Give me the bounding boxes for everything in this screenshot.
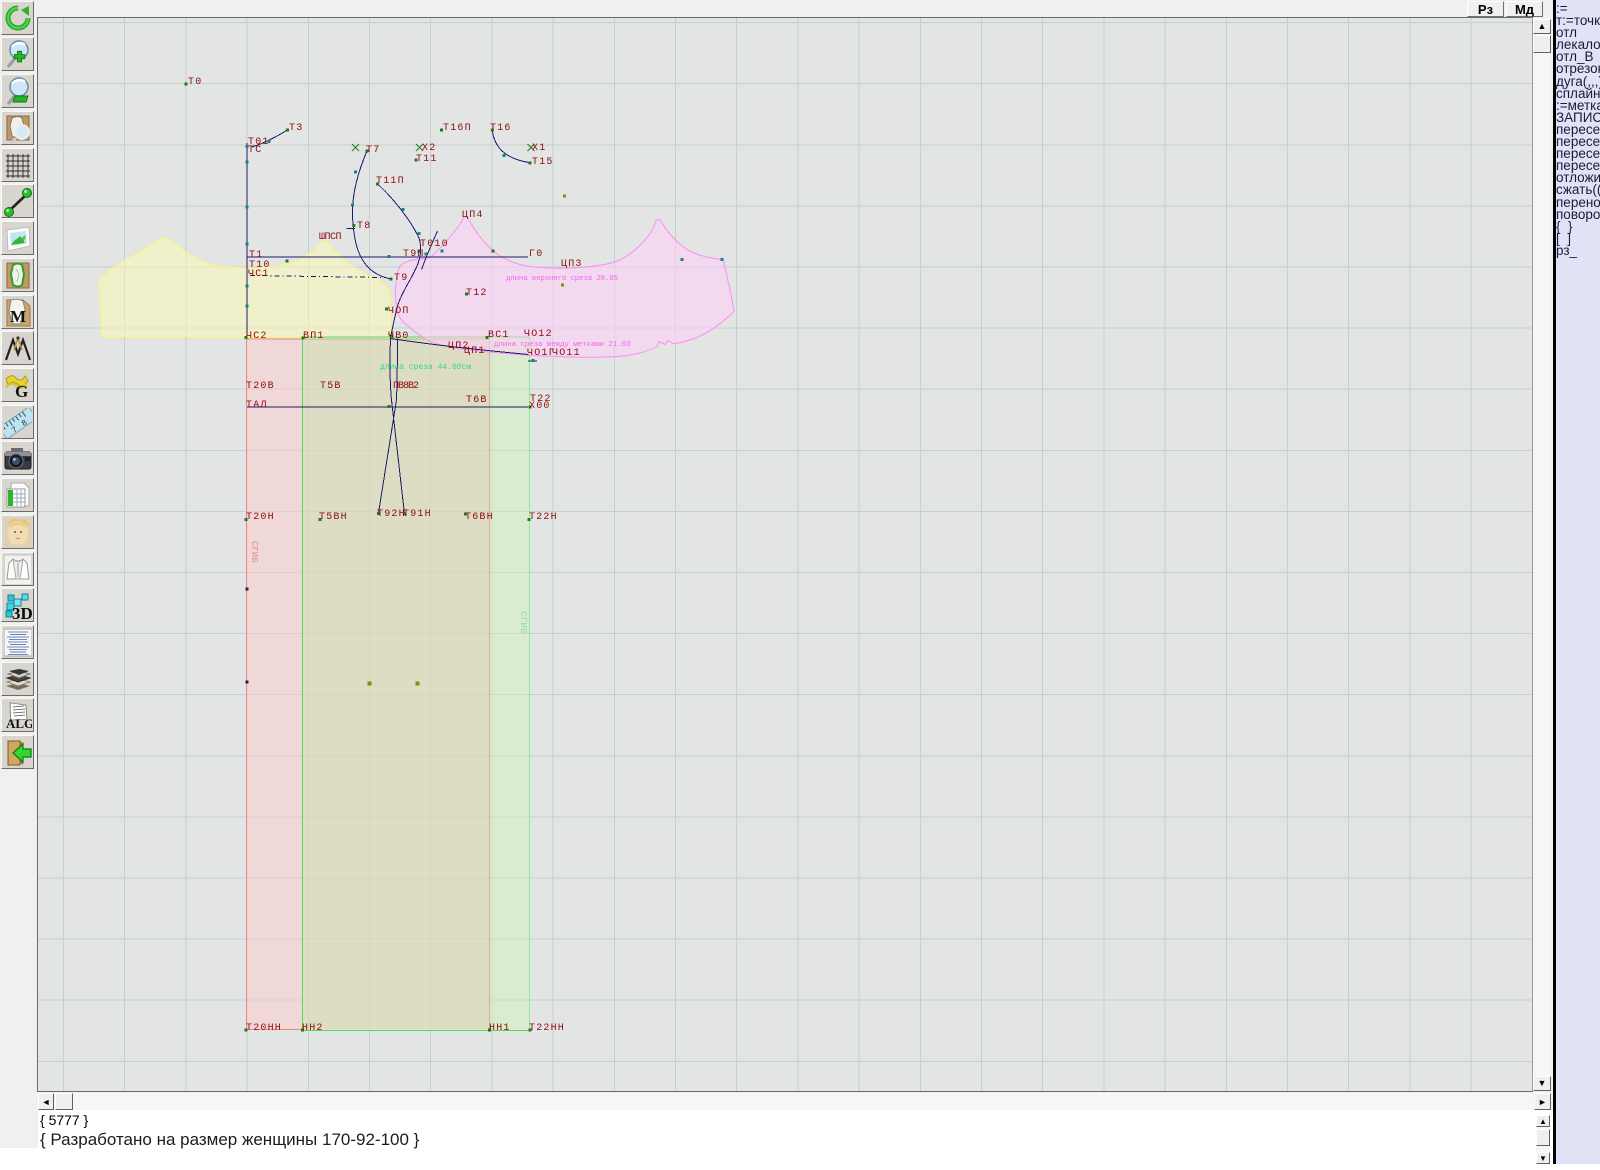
svg-text:длина среза между метками 21.: длина среза между метками 21.03 — [494, 341, 631, 349]
svg-text:Т7: Т7 — [366, 145, 380, 156]
svg-text:длина верхнего среза 28.05: длина верхнего среза 28.05 — [506, 275, 619, 283]
svg-text:ЧО1Г: ЧО1Г — [527, 348, 556, 359]
svg-text:Т20НН: Т20НН — [246, 1023, 282, 1034]
svg-text:Х2: Х2 — [422, 143, 436, 154]
svg-text:ВП1: ВП1 — [303, 331, 325, 342]
svg-text:M: M — [10, 307, 26, 326]
svg-text:НН2: НН2 — [302, 1023, 324, 1034]
svg-text:ЧО12: ЧО12 — [524, 329, 553, 340]
svg-text:ЦП4: ЦП4 — [462, 210, 484, 221]
svg-text:Г0: Г0 — [529, 249, 543, 260]
svg-text:Т91Н: Т91Н — [403, 509, 432, 520]
svg-text:Т010: Т010 — [420, 239, 449, 250]
svg-text:ЧС1: ЧС1 — [248, 269, 270, 280]
svg-text:Х00: Х00 — [529, 401, 551, 412]
svg-text:Т01: Т01 — [248, 137, 270, 148]
svg-text:Т9П: Т9П — [403, 249, 425, 260]
svg-text:ЧОП: ЧОП — [388, 306, 410, 317]
svg-text:ЧС2: ЧС2 — [246, 331, 268, 342]
svg-text:3D: 3D — [12, 604, 32, 621]
svg-text:Т16П: Т16П — [443, 123, 472, 134]
svg-text:ЦП3: ЦП3 — [561, 259, 583, 270]
svg-text:Т22НН: Т22НН — [529, 1023, 565, 1034]
svg-text:Т11: Т11 — [416, 154, 438, 165]
svg-text:Т5В: Т5В — [320, 381, 342, 392]
svg-text:Т8: Т8 — [357, 221, 371, 232]
svg-text:ЦП1: ЦП1 — [464, 346, 486, 357]
svg-text:НН1: НН1 — [489, 1023, 511, 1034]
svg-text:Т3: Т3 — [289, 123, 303, 134]
svg-text:ШПСП: ШПСП — [319, 232, 342, 243]
svg-text:Т11П: Т11П — [376, 176, 405, 187]
svg-text:Т5ВН: Т5ВН — [319, 512, 348, 523]
svg-text:ВС1: ВС1 — [488, 330, 510, 341]
svg-text:ТС: ТС — [248, 145, 262, 156]
svg-text:Т92Н: Т92Н — [377, 509, 406, 520]
svg-text:Т20Н: Т20Н — [246, 512, 275, 523]
svg-text:Т6ВН: Т6ВН — [465, 512, 494, 523]
svg-text:Т20В: Т20В — [246, 381, 275, 392]
svg-text:СГИБ: СГИБ — [518, 611, 529, 634]
svg-text:ЧВ0: ЧВ0 — [388, 331, 410, 342]
svg-text:ТАЛ: ТАЛ — [246, 400, 268, 411]
svg-text:ПВ8В2: ПВ8В2 — [393, 381, 419, 392]
svg-text:Т22Н: Т22Н — [529, 512, 558, 523]
svg-text:Т9: Т9 — [394, 273, 408, 284]
svg-text:Т6В: Т6В — [466, 395, 488, 406]
svg-text:8: 8 — [19, 418, 28, 428]
svg-text:Т12: Т12 — [466, 288, 488, 299]
svg-text:Т15: Т15 — [532, 157, 554, 168]
svg-text:Х1: Х1 — [532, 143, 546, 154]
svg-text:ЧО11: ЧО11 — [552, 348, 581, 359]
svg-text:длина среза 44.00см: длина среза 44.00см — [380, 363, 471, 372]
svg-text:Т1: Т1 — [249, 250, 263, 261]
svg-text:7: 7 — [10, 424, 19, 434]
svg-text:Т10: Т10 — [249, 260, 271, 271]
svg-text:ЦП2: ЦП2 — [448, 341, 470, 352]
svg-text:ALG: ALG — [6, 716, 32, 731]
svg-text:СГИБ: СГИБ — [249, 541, 259, 563]
svg-text:G: G — [15, 382, 28, 401]
svg-text:Т16: Т16 — [490, 123, 512, 134]
svg-text:Т0: Т0 — [188, 77, 202, 88]
svg-text:Т22: Т22 — [530, 394, 552, 405]
